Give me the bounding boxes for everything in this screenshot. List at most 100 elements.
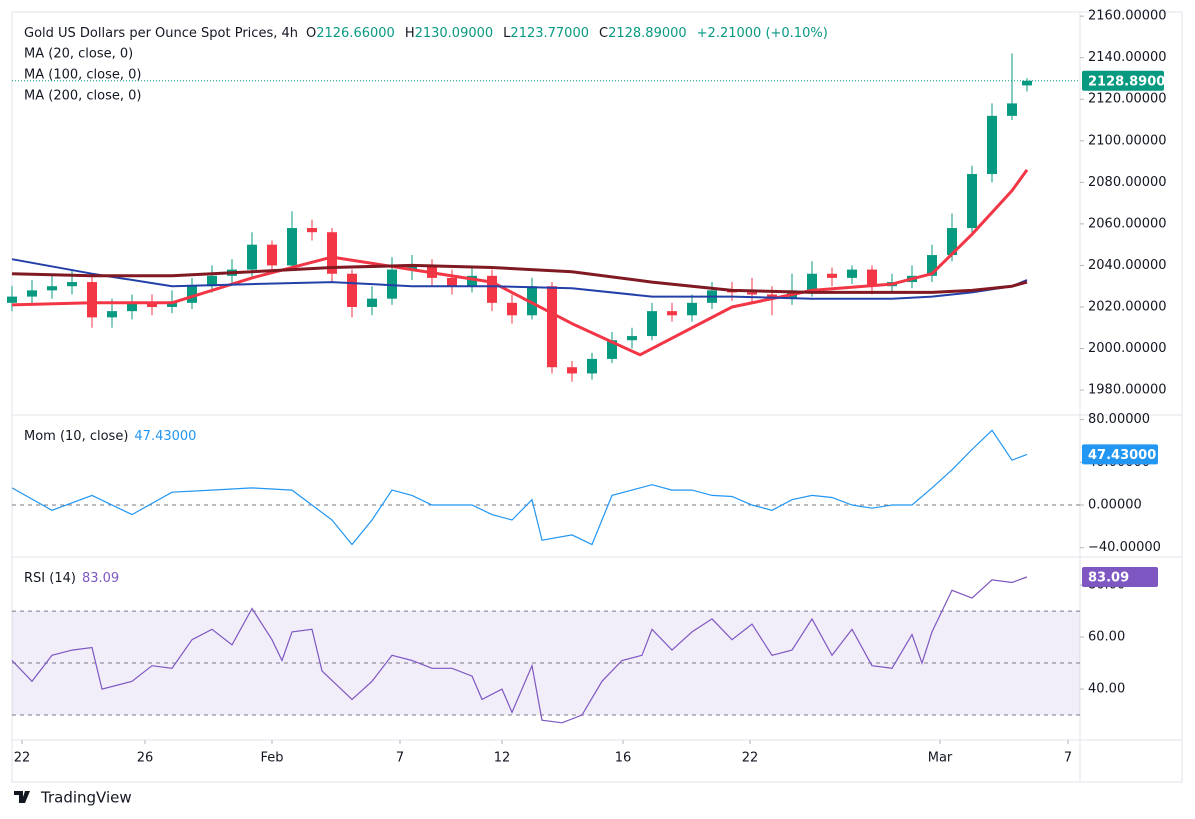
y-tick-label: 2080.00000: [1088, 175, 1167, 190]
indicator-line: [11, 429, 1028, 546]
x-tick-label: 16: [615, 751, 632, 766]
candle-body: [687, 302, 697, 316]
candle-body: [247, 244, 257, 270]
candle-body: [387, 269, 397, 299]
candle-body: [627, 336, 637, 341]
candle-body: [307, 228, 317, 233]
y-tick-label: 2020.00000: [1088, 299, 1167, 314]
logo: TradingView: [14, 789, 132, 807]
x-tick-label: Mar: [928, 751, 953, 766]
candle-body: [407, 265, 417, 270]
candle-body: [107, 311, 117, 318]
ohlc-prefix: C: [599, 26, 608, 41]
ma-line: [11, 263, 1028, 294]
candle-body: [267, 244, 277, 266]
candle-body: [667, 311, 677, 316]
candle-body: [487, 275, 497, 303]
price-tag-label: 2128.89000: [1088, 74, 1174, 89]
indicator-legend: Mom (10, close) 47.43000: [24, 429, 196, 444]
price-tag: [1082, 70, 1164, 91]
value-tag-label: 47.43000: [1088, 448, 1156, 463]
ohlc-value: 2123.77000: [510, 26, 589, 41]
indicator-value: 83.09: [82, 571, 119, 586]
candle-body: [927, 255, 937, 276]
candle-body: [847, 269, 857, 278]
y-tick-label: 2100.00000: [1088, 133, 1167, 148]
candle-body: [447, 277, 457, 287]
candle-body: [747, 292, 757, 295]
candle-body: [647, 311, 657, 337]
change: +2.21000 (+0.10%): [697, 26, 828, 41]
logo-icon: [14, 791, 30, 803]
indicator-name: Mom (10, close): [24, 429, 128, 444]
x-tick-label: Feb: [260, 751, 283, 766]
ohlc-prefix: H: [405, 26, 415, 41]
ohlc-value: 2126.66000: [316, 26, 395, 41]
candle-body: [367, 298, 377, 307]
x-tick-label: 7: [1064, 751, 1072, 766]
header: Gold US Dollars per Ounce Spot Prices, 4…: [24, 26, 828, 41]
candle-body: [467, 275, 477, 287]
y-tick-label: −40.00000: [1088, 540, 1161, 555]
indicator-value: 47.43000: [134, 429, 196, 444]
legend-entry: MA (100, close, 0): [24, 68, 141, 83]
y-tick-label: 1980.00000: [1088, 383, 1167, 398]
value-tag: [1082, 444, 1158, 465]
candle-body: [7, 296, 17, 303]
candle-body: [527, 286, 537, 316]
candle-body: [807, 273, 817, 291]
indicator-line: [11, 576, 1028, 724]
legend-entry: MA (200, close, 0): [24, 89, 141, 104]
candle-body: [547, 286, 557, 368]
candle-body: [507, 302, 517, 316]
candle-body: [47, 286, 57, 291]
x-tick-label: 7: [396, 751, 404, 766]
ohlc-prefix: L: [503, 26, 511, 41]
y-tick-label: 60.00: [1088, 630, 1125, 645]
candle-body: [327, 232, 337, 274]
y-tick-label: 80.00000: [1088, 412, 1150, 427]
chart-title: Gold US Dollars per Ounce Spot Prices, 4…: [24, 26, 298, 41]
y-tick-label: 2140.00000: [1088, 50, 1167, 65]
candle-body: [867, 269, 877, 287]
ohlc-value: 2128.89000: [608, 26, 687, 41]
y-tick-label: 2120.00000: [1088, 92, 1167, 107]
candle-body: [827, 273, 837, 278]
candle-body: [947, 228, 957, 256]
ohlc-value: 2130.09000: [415, 26, 494, 41]
y-tick-label: 2160.00000: [1088, 9, 1167, 24]
candle-body: [127, 302, 137, 312]
candle-body: [347, 273, 357, 307]
candle-body: [587, 358, 597, 374]
legend-entry: MA (20, close, 0): [24, 47, 133, 62]
candle-body: [567, 367, 577, 374]
ma-line: [11, 258, 1028, 300]
candle-body: [187, 286, 197, 303]
candle-body: [607, 340, 617, 359]
y-tick-label: 40.00: [1088, 682, 1125, 697]
candle-body: [147, 302, 157, 307]
x-tick-label: 22: [14, 751, 31, 766]
ma-line: [11, 169, 1029, 357]
x-tick-label: 22: [742, 751, 759, 766]
value-tag: [1082, 567, 1158, 588]
candle-body: [767, 294, 777, 299]
ohlc-prefix: O: [306, 26, 316, 41]
indicator-legend: RSI (14) 83.09: [24, 571, 119, 586]
brand: TradingView: [40, 789, 132, 807]
candle-body: [207, 275, 217, 287]
y-tick-label: 2040.00000: [1088, 258, 1167, 273]
candle-body: [167, 302, 177, 307]
candle-body: [287, 228, 297, 266]
y-tick-label: 2060.00000: [1088, 216, 1167, 231]
candle-body: [987, 115, 997, 175]
candle-body: [1022, 80, 1032, 86]
x-tick-label: 26: [137, 751, 154, 766]
candle-body: [1007, 103, 1017, 116]
candle-body: [27, 290, 37, 297]
frame: [11, 11, 1183, 783]
y-tick-label: 0.00000: [1088, 498, 1142, 513]
candle-body: [87, 282, 97, 318]
